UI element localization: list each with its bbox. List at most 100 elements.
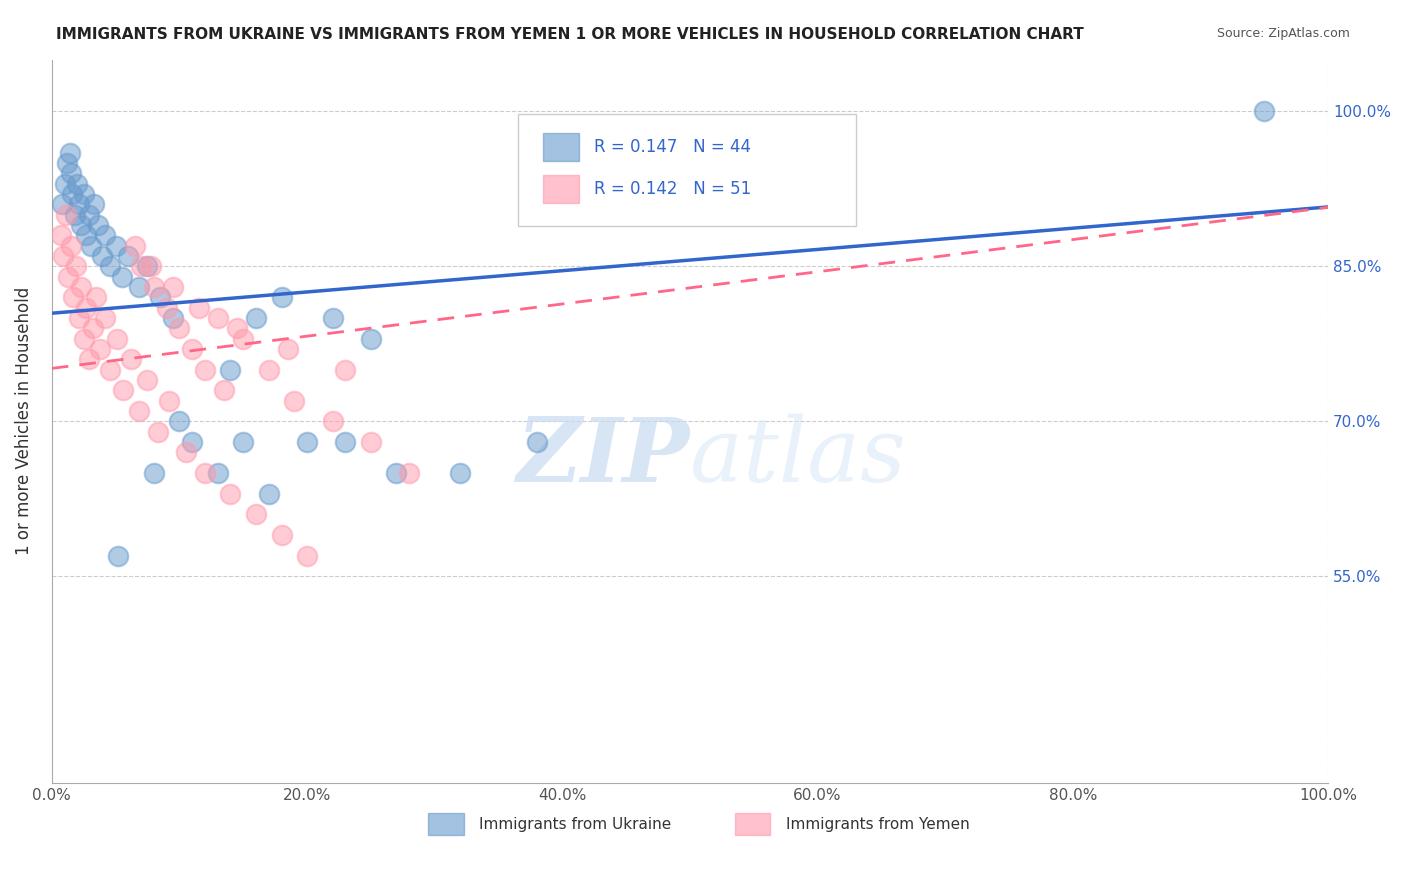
Point bbox=[77, 208, 100, 222]
Point bbox=[398, 466, 420, 480]
Point bbox=[157, 393, 180, 408]
Point bbox=[149, 290, 172, 304]
Point bbox=[295, 434, 318, 449]
Point bbox=[73, 186, 96, 201]
Point bbox=[75, 301, 97, 315]
Bar bbox=[734, 814, 770, 835]
Point bbox=[67, 310, 90, 325]
Point bbox=[322, 414, 344, 428]
Point bbox=[169, 321, 191, 335]
Point bbox=[219, 362, 242, 376]
Point bbox=[187, 301, 209, 315]
Point bbox=[245, 508, 267, 522]
Text: Source: ZipAtlas.com: Source: ZipAtlas.com bbox=[1216, 27, 1350, 40]
Point bbox=[105, 332, 128, 346]
Point bbox=[225, 321, 247, 335]
Point bbox=[89, 342, 111, 356]
Text: atlas: atlas bbox=[690, 414, 905, 501]
Point bbox=[83, 197, 105, 211]
Point bbox=[146, 425, 169, 439]
Point bbox=[66, 177, 89, 191]
Point bbox=[142, 280, 165, 294]
Point bbox=[58, 269, 80, 284]
Point bbox=[385, 466, 408, 480]
Point bbox=[283, 393, 305, 408]
Point bbox=[257, 362, 280, 376]
Point bbox=[335, 362, 357, 376]
Point bbox=[112, 384, 135, 398]
Point bbox=[53, 177, 76, 191]
Point bbox=[111, 269, 134, 284]
Y-axis label: 1 or more Vehicles in Household: 1 or more Vehicles in Household bbox=[15, 287, 32, 556]
Text: ZIP: ZIP bbox=[516, 414, 690, 500]
Text: Immigrants from Ukraine: Immigrants from Ukraine bbox=[479, 817, 672, 831]
Point bbox=[86, 290, 108, 304]
Point bbox=[257, 486, 280, 500]
Point bbox=[277, 342, 299, 356]
Point bbox=[232, 332, 254, 346]
Point bbox=[52, 249, 75, 263]
Point bbox=[1253, 104, 1275, 119]
Point bbox=[100, 260, 122, 274]
Point bbox=[207, 466, 229, 480]
Bar bbox=[543, 176, 579, 202]
Point bbox=[117, 249, 139, 263]
Point bbox=[232, 434, 254, 449]
Point bbox=[73, 332, 96, 346]
Bar bbox=[429, 814, 464, 835]
Point bbox=[207, 310, 229, 325]
Point bbox=[107, 549, 129, 563]
Point bbox=[128, 280, 150, 294]
Point bbox=[56, 156, 79, 170]
Point bbox=[270, 528, 292, 542]
Point bbox=[245, 310, 267, 325]
Point bbox=[124, 238, 146, 252]
Point bbox=[100, 362, 122, 376]
Point bbox=[194, 466, 217, 480]
Point bbox=[90, 249, 112, 263]
Point bbox=[65, 260, 87, 274]
Point bbox=[335, 434, 357, 449]
Point bbox=[449, 466, 471, 480]
FancyBboxPatch shape bbox=[517, 114, 856, 226]
Point bbox=[55, 208, 77, 222]
Point bbox=[49, 228, 72, 243]
Text: R = 0.142   N = 51: R = 0.142 N = 51 bbox=[595, 180, 751, 198]
Point bbox=[104, 238, 127, 252]
Point bbox=[181, 342, 204, 356]
Point bbox=[526, 434, 548, 449]
Point bbox=[136, 373, 159, 387]
Point bbox=[295, 549, 318, 563]
Point bbox=[80, 238, 103, 252]
Point bbox=[129, 260, 152, 274]
Point bbox=[169, 414, 191, 428]
Point bbox=[94, 228, 117, 243]
Point bbox=[75, 228, 97, 243]
Point bbox=[156, 301, 179, 315]
Point bbox=[136, 260, 159, 274]
Point bbox=[59, 166, 82, 180]
Point bbox=[67, 197, 90, 211]
Point bbox=[51, 197, 73, 211]
Point bbox=[62, 290, 84, 304]
Point bbox=[94, 310, 117, 325]
Point bbox=[270, 290, 292, 304]
Point bbox=[212, 384, 235, 398]
Point bbox=[360, 332, 382, 346]
Point bbox=[194, 362, 217, 376]
Text: IMMIGRANTS FROM UKRAINE VS IMMIGRANTS FROM YEMEN 1 OR MORE VEHICLES IN HOUSEHOLD: IMMIGRANTS FROM UKRAINE VS IMMIGRANTS FR… bbox=[56, 27, 1084, 42]
Point bbox=[59, 145, 82, 160]
Point bbox=[360, 434, 382, 449]
Text: R = 0.147   N = 44: R = 0.147 N = 44 bbox=[595, 138, 751, 156]
Point bbox=[162, 310, 184, 325]
Point bbox=[59, 238, 82, 252]
Point bbox=[120, 352, 142, 367]
Point bbox=[141, 260, 163, 274]
Point bbox=[181, 434, 204, 449]
Point bbox=[219, 486, 242, 500]
Point bbox=[60, 186, 83, 201]
Point bbox=[77, 352, 100, 367]
Text: Immigrants from Yemen: Immigrants from Yemen bbox=[786, 817, 969, 831]
Bar bbox=[543, 134, 579, 161]
Point bbox=[70, 280, 93, 294]
